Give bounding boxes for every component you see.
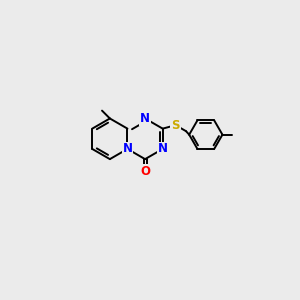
Text: S: S [171, 119, 180, 132]
Text: N: N [140, 112, 150, 125]
Text: N: N [122, 142, 133, 155]
Text: N: N [158, 142, 168, 155]
Text: O: O [140, 165, 150, 178]
